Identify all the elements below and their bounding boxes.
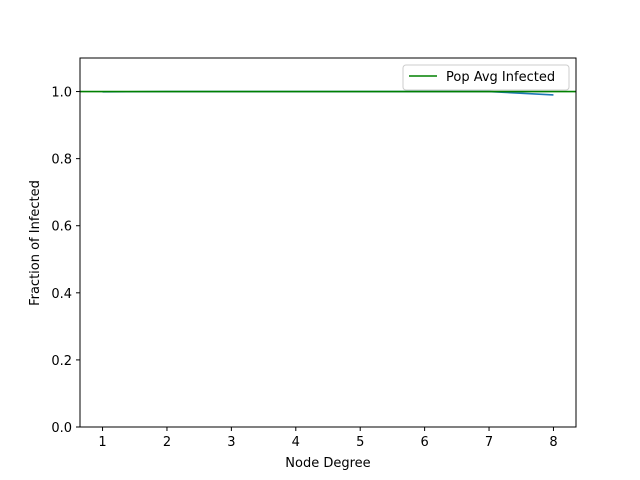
x-tick-label: 1 [98,435,106,450]
axes-frame [79,57,577,428]
y-tick-label: 0.0 [51,421,72,436]
x-tick-label: 3 [227,435,235,450]
y-tick-label: 0.6 [51,220,72,235]
y-tick-label: 1.0 [51,86,72,101]
y-axis-label: Fraction of Infected [28,180,43,306]
x-tick-label: 4 [292,435,300,450]
x-tick-label: 7 [485,435,493,450]
x-axis-label: Node Degree [285,456,370,471]
y-tick-label: 0.8 [51,153,72,168]
axis-ticks: 1 2 3 4 5 6 7 8 0.0 0.2 0.4 0.6 0.8 1.0 [51,86,557,450]
legend-label-pop-avg-infected: Pop Avg Infected [446,70,555,85]
x-tick-label: 2 [163,435,171,450]
legend: Pop Avg Infected [402,64,570,91]
y-tick-label: 0.2 [51,354,72,369]
x-tick-label: 8 [549,435,557,450]
plot-area [80,90,576,96]
legend-box [402,64,570,91]
y-tick-label: 0.4 [51,287,72,302]
x-tick-label: 5 [356,435,364,450]
x-tick-label: 6 [420,435,428,450]
